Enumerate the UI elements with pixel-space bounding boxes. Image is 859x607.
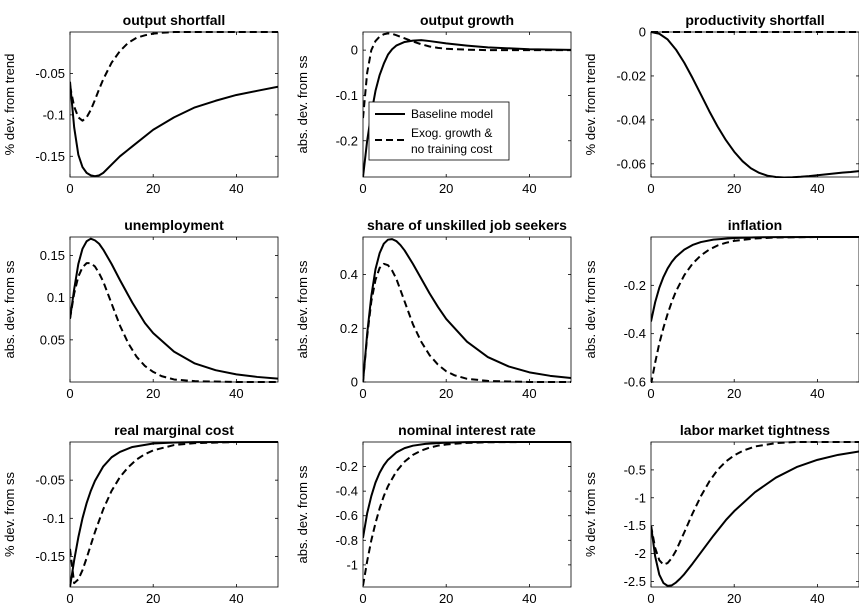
inflation-axes <box>651 237 859 382</box>
inflation-title: inflation <box>728 217 782 233</box>
share-of-unskilled-job-seekers-axes <box>363 237 571 382</box>
output-shortfall-ytick-label: -0.15 <box>35 149 65 164</box>
share-of-unskilled-job-seekers-ytick-label: 0.4 <box>340 267 358 282</box>
productivity-shortfall-title: productivity shortfall <box>685 12 824 28</box>
output-growth-xtick-label: 40 <box>522 181 536 196</box>
inflation-xtick-label: 40 <box>810 386 824 401</box>
nominal-interest-rate-xtick-label: 20 <box>439 591 453 606</box>
inflation-xtick-label: 20 <box>727 386 741 401</box>
nominal-interest-rate-ylabel: abs. dev. from ss <box>295 465 310 564</box>
unemployment-title: unemployment <box>124 217 224 233</box>
labor-market-tightness-panel: labor market tightness % dev. from ss 0 20 4… <box>583 422 859 606</box>
nominal-interest-rate-title: nominal interest rate <box>398 422 536 438</box>
labor-market-tightness-ytick-label: -1.5 <box>624 518 646 533</box>
output-growth-ytick-label: -0.2 <box>336 133 358 148</box>
inflation-ytick-label: -0.4 <box>624 326 646 341</box>
productivity-shortfall-xtick-label: 40 <box>810 181 824 196</box>
legend-baseline-label: Baseline model <box>411 107 493 121</box>
nominal-interest-rate-panel: nominal interest rate abs. dev. from ss 0 2… <box>295 422 571 606</box>
productivity-shortfall-xtick-label: 0 <box>647 181 654 196</box>
labor-market-tightness-ytick-label: -2 <box>634 546 646 561</box>
real-marginal-cost-xtick-label: 0 <box>66 591 73 606</box>
nominal-interest-rate-ytick-label: -0.2 <box>336 459 358 474</box>
legend-exog-label-line1: Exog. growth & <box>411 126 492 140</box>
inflation-xtick-label: 0 <box>647 386 654 401</box>
output-growth-ytick-label: 0 <box>351 43 358 58</box>
real-marginal-cost-ytick-label: -0.05 <box>35 473 65 488</box>
legend: Baseline model Exog. growth & no training … <box>369 102 509 160</box>
labor-market-tightness-ytick-label: -2.5 <box>624 574 646 589</box>
unemployment-ytick-label: 0.1 <box>47 290 65 305</box>
productivity-shortfall-ytick-label: 0 <box>639 25 646 40</box>
labor-market-tightness-xtick-label: 0 <box>647 591 654 606</box>
output-shortfall-axes <box>70 32 278 177</box>
productivity-shortfall-panel: productivity shortfall % dev. from trend 0… <box>583 12 859 196</box>
real-marginal-cost-xtick-label: 20 <box>146 591 160 606</box>
output-growth-ytick-label: -0.1 <box>336 88 358 103</box>
labor-market-tightness-ytick-label: -0.5 <box>624 462 646 477</box>
real-marginal-cost-panel: real marginal cost % dev. from ss 0 20 40 -0.… <box>2 422 278 606</box>
output-growth-title: output growth <box>420 12 514 28</box>
inflation-panel: inflation abs. dev. from ss 0 20 40 -0.6 -0.4 -… <box>583 217 859 401</box>
real-marginal-cost-axes <box>70 442 278 587</box>
nominal-interest-rate-ytick-label: -1 <box>346 557 358 572</box>
share-of-unskilled-job-seekers-xtick-label: 0 <box>359 386 366 401</box>
productivity-shortfall-ytick-label: -0.06 <box>616 156 646 171</box>
output-growth-ylabel: abs. dev. from ss <box>295 55 310 154</box>
share-of-unskilled-job-seekers-panel: share of unskilled job seekers abs. dev. … <box>295 217 571 401</box>
output-shortfall-xtick-label: 40 <box>229 181 243 196</box>
unemployment-axes <box>70 237 278 382</box>
labor-market-tightness-xtick-label: 40 <box>810 591 824 606</box>
share-of-unskilled-job-seekers-title: share of unskilled job seekers <box>367 217 567 233</box>
inflation-ytick-label: -0.2 <box>624 278 646 293</box>
unemployment-xtick-label: 20 <box>146 386 160 401</box>
share-of-unskilled-job-seekers-xtick-label: 20 <box>439 386 453 401</box>
output-shortfall-xtick-label: 20 <box>146 181 160 196</box>
nominal-interest-rate-ytick-label: -0.6 <box>336 508 358 523</box>
productivity-shortfall-xtick-label: 20 <box>727 181 741 196</box>
productivity-shortfall-ylabel: % dev. from trend <box>583 54 598 156</box>
output-shortfall-panel: output shortfall % dev. from trend 0 20 40 -0… <box>2 12 278 196</box>
productivity-shortfall-axes <box>651 32 859 177</box>
real-marginal-cost-ytick-label: -0.1 <box>43 511 65 526</box>
nominal-interest-rate-axes <box>363 442 571 587</box>
output-growth-xtick-label: 20 <box>439 181 453 196</box>
output-shortfall-ytick-label: -0.1 <box>43 107 65 122</box>
labor-market-tightness-ytick-label: -1 <box>634 490 646 505</box>
labor-market-tightness-xtick-label: 20 <box>727 591 741 606</box>
output-shortfall-title: output shortfall <box>123 12 226 28</box>
real-marginal-cost-ylabel: % dev. from ss <box>2 472 17 558</box>
labor-market-tightness-ylabel: % dev. from ss <box>583 472 598 558</box>
unemployment-ylabel: abs. dev. from ss <box>2 260 17 359</box>
unemployment-ytick-label: 0.15 <box>40 248 65 263</box>
real-marginal-cost-ytick-label: -0.15 <box>35 549 65 564</box>
productivity-shortfall-ytick-label: -0.02 <box>616 68 646 83</box>
real-marginal-cost-title: real marginal cost <box>114 422 234 438</box>
labor-market-tightness-title: labor market tightness <box>680 422 830 438</box>
share-of-unskilled-job-seekers-ytick-label: 0 <box>351 375 358 390</box>
share-of-unskilled-job-seekers-xtick-label: 40 <box>522 386 536 401</box>
output-shortfall-ytick-label: -0.05 <box>35 66 65 81</box>
unemployment-ytick-label: 0.05 <box>40 332 65 347</box>
labor-market-tightness-axes <box>651 442 859 587</box>
nominal-interest-rate-ytick-label: -0.8 <box>336 533 358 548</box>
unemployment-xtick-label: 0 <box>66 386 73 401</box>
share-of-unskilled-job-seekers-ytick-label: 0.2 <box>340 321 358 336</box>
unemployment-panel: unemployment abs. dev. from ss 0 20 40 0.05 0.… <box>2 217 278 401</box>
nominal-interest-rate-xtick-label: 40 <box>522 591 536 606</box>
inflation-ytick-label: -0.6 <box>624 375 646 390</box>
real-marginal-cost-xtick-label: 40 <box>229 591 243 606</box>
output-growth-xtick-label: 0 <box>359 181 366 196</box>
share-of-unskilled-job-seekers-ylabel: abs. dev. from ss <box>295 260 310 359</box>
nominal-interest-rate-xtick-label: 0 <box>359 591 366 606</box>
unemployment-xtick-label: 40 <box>229 386 243 401</box>
productivity-shortfall-ytick-label: -0.04 <box>616 112 646 127</box>
output-shortfall-ylabel: % dev. from trend <box>2 54 17 156</box>
inflation-ylabel: abs. dev. from ss <box>583 260 598 359</box>
nominal-interest-rate-ytick-label: -0.4 <box>336 484 358 499</box>
legend-exog-label-line2: no training cost <box>411 142 493 156</box>
output-shortfall-xtick-label: 0 <box>66 181 73 196</box>
